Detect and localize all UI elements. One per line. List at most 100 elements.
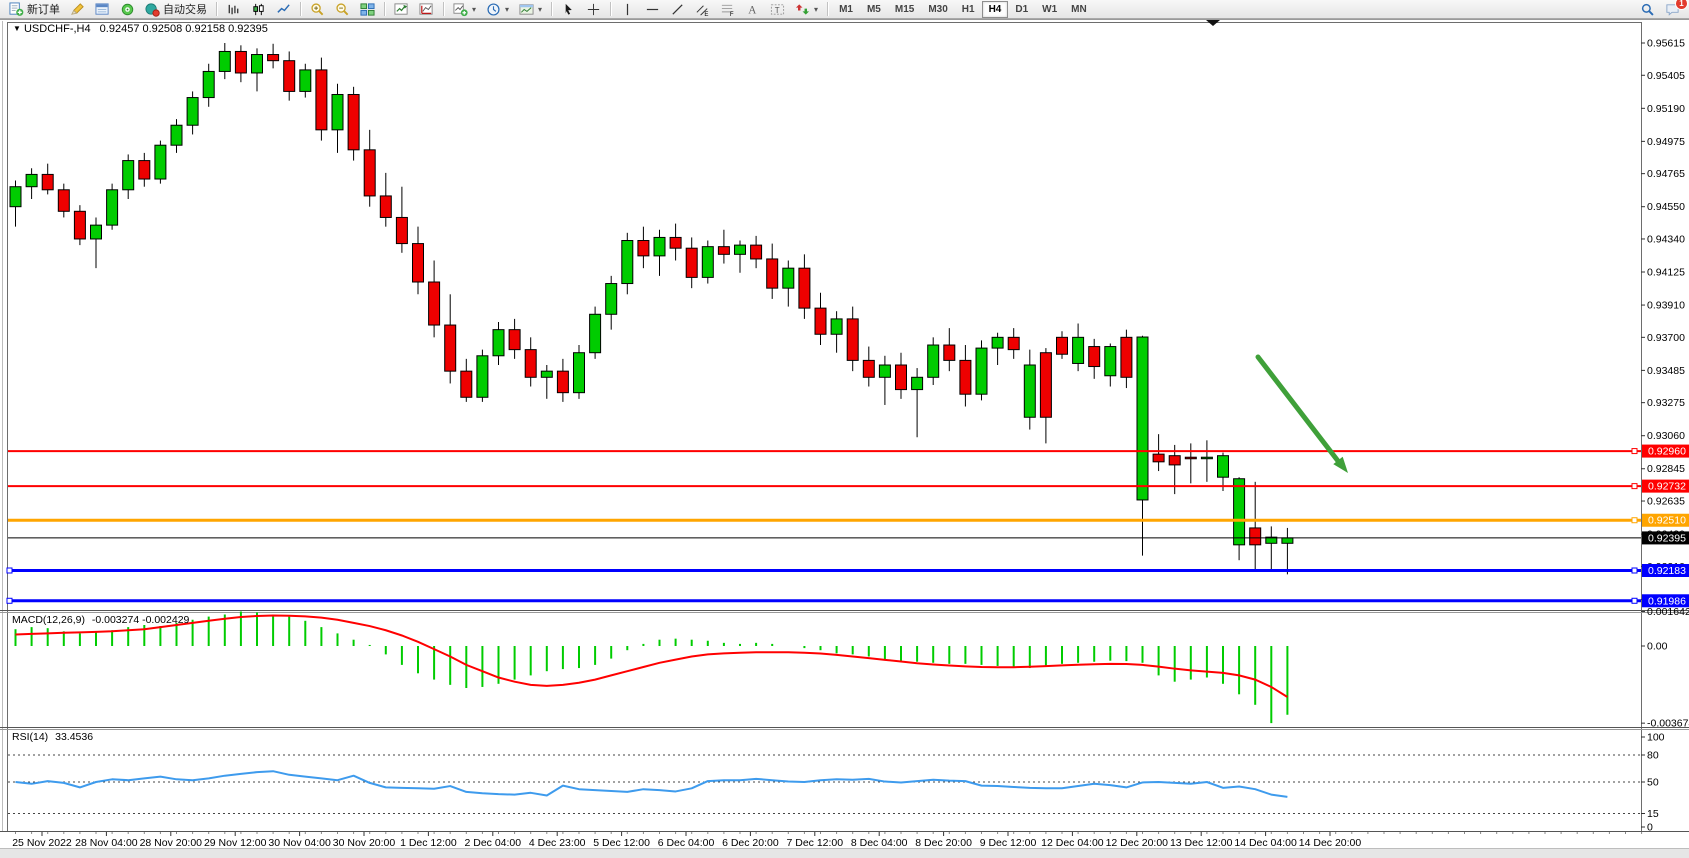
line-handle[interactable] — [6, 597, 13, 604]
candle — [57, 189, 70, 212]
candle — [605, 283, 618, 315]
price-tick-label: 0.95190 — [1647, 103, 1685, 115]
bar-chart-icon[interactable] — [221, 0, 246, 19]
cursor-icon[interactable] — [556, 0, 581, 19]
candle — [734, 244, 746, 255]
symbol-ohlc-line[interactable]: ▼ USDCHF-,H4 0.92457 0.92508 0.92158 0.9… — [13, 23, 268, 35]
svg-text:E: E — [704, 11, 708, 17]
zoom-in-icon[interactable] — [305, 0, 330, 19]
candle — [669, 236, 682, 249]
price-chart[interactable]: 0.95615 0.95405 0.95190 0.94975 0.94765 0.945… — [0, 19, 1689, 848]
timeframe-h4-button[interactable]: H4 — [981, 0, 1009, 18]
hline-icon — [646, 8, 659, 10]
price-line-label-text: 0.92395 — [1648, 532, 1686, 544]
candle — [379, 195, 392, 218]
chart-shift-marker-icon[interactable] — [1206, 20, 1220, 26]
text-icon[interactable]: A — [740, 0, 765, 19]
line-handle[interactable] — [6, 567, 13, 574]
symbol-dropdown-icon[interactable]: ▼ — [13, 24, 21, 33]
hline-icon[interactable] — [640, 0, 665, 19]
timeframe-d1-button[interactable]: D1 — [1015, 3, 1029, 15]
chevron-down-icon[interactable]: ▾ — [814, 4, 819, 14]
price-line-label[interactable] — [1642, 563, 1689, 577]
timeframe-w1-button[interactable]: W1 — [1042, 3, 1058, 15]
candle-chart-icon[interactable] — [246, 0, 271, 19]
time-tick-label: 1 Dec 12:00 — [400, 837, 457, 848]
price-line-label[interactable] — [1642, 531, 1689, 545]
time-tick-label: 25 Nov 2022 — [12, 837, 72, 848]
arrows-icon[interactable]: ▾ — [790, 0, 823, 19]
chevron-down-icon[interactable]: ▾ — [472, 4, 477, 14]
timeframe-mn-button[interactable]: MN — [1071, 3, 1087, 15]
fibonacci-icon[interactable]: F — [715, 0, 740, 19]
line-chart-icon[interactable] — [271, 0, 296, 19]
timeframe-m30-button[interactable]: M30 — [928, 3, 948, 15]
highlighter-icon[interactable] — [65, 0, 90, 19]
chevron-down-icon[interactable]: ▾ — [505, 4, 510, 14]
candle — [428, 281, 441, 326]
svg-text:T: T — [775, 5, 780, 14]
price-line-label[interactable] — [1642, 444, 1689, 458]
time-tick-label: 13 Dec 12:00 — [1170, 837, 1233, 848]
tile-windows-icon[interactable] — [355, 0, 380, 19]
arrows-icon — [795, 3, 810, 15]
price-tick-label: 0.93700 — [1647, 332, 1685, 344]
add-indicator-icon[interactable]: ▾ — [448, 0, 481, 19]
price-tick-label: 0.93275 — [1647, 397, 1685, 409]
rsi-axis-label: 0 — [1647, 822, 1653, 834]
new-order-icon — [9, 1, 24, 16]
line-handle[interactable] — [1631, 597, 1638, 604]
market-watch-icon[interactable] — [90, 0, 115, 19]
timeframe-m15-button[interactable]: M15 — [894, 3, 915, 15]
template-icon[interactable]: ▾ — [514, 0, 547, 19]
candle — [814, 307, 827, 335]
line-handle[interactable] — [1631, 483, 1638, 490]
time-tick-label: 6 Dec 04:00 — [658, 837, 715, 848]
chevron-down-icon[interactable]: ▾ — [538, 4, 543, 14]
timeframe-m5-button[interactable]: M5 — [866, 3, 881, 15]
trendline-icon[interactable] — [665, 0, 690, 19]
time-tick-label: 29 Nov 12:00 — [204, 837, 267, 848]
main-toolbar: 新订单 自动交易 ▾ ▾ ▾ E F A T ▾ M1 M5 M15 M30 H1 H4 D1 W1 MN 1 — [0, 0, 1689, 19]
vline-icon[interactable] — [615, 0, 640, 19]
notification-badge[interactable]: 1 — [1675, 0, 1688, 10]
rsi-value: 33.4536 — [55, 731, 94, 743]
candle — [444, 324, 457, 372]
trend-arrow[interactable] — [1255, 354, 1341, 464]
line-handle[interactable] — [1631, 567, 1638, 574]
candle — [363, 149, 376, 197]
price-line-label[interactable] — [1642, 513, 1689, 527]
price-tick-label: 0.93485 — [1647, 365, 1685, 377]
line-handle[interactable] — [1631, 517, 1638, 524]
candle — [41, 173, 54, 191]
objects-icon[interactable] — [414, 0, 439, 19]
search-icon[interactable] — [1635, 0, 1660, 19]
line-handle[interactable] — [1631, 448, 1638, 455]
signal-icon[interactable] — [115, 0, 140, 19]
chat-icon[interactable]: 1 — [1660, 0, 1688, 19]
toolbar-separator — [551, 2, 553, 16]
candle — [476, 355, 489, 398]
price-line-label[interactable] — [1642, 594, 1689, 608]
autotrading-button[interactable]: 自动交易 — [140, 0, 212, 19]
channel-icon[interactable]: E — [690, 0, 715, 19]
price-tick-label: 0.94125 — [1647, 267, 1685, 279]
label-icon: T — [770, 3, 785, 14]
timeframe-m1-button[interactable]: M1 — [839, 3, 853, 15]
price-tick-label: 0.92845 — [1647, 463, 1685, 475]
candle — [1072, 336, 1085, 364]
price-line-label[interactable] — [1642, 479, 1689, 493]
new-order-button[interactable]: 新订单 — [4, 0, 65, 19]
periods-icon[interactable]: ▾ — [481, 0, 514, 19]
signal-icon — [121, 3, 134, 15]
label-icon[interactable]: T — [765, 0, 790, 19]
crosshair-icon[interactable] — [581, 0, 606, 19]
macd-axis-label: 0.001642 — [1647, 606, 1689, 618]
timeframe-h1-button[interactable]: H1 — [961, 3, 975, 15]
rsi-axis-label: 100 — [1647, 732, 1665, 744]
indicators-icon[interactable] — [389, 0, 414, 19]
zoom-out-icon — [336, 2, 349, 15]
toolbar-separator — [610, 2, 612, 16]
zoom-out-icon[interactable] — [330, 0, 355, 19]
svg-text:A: A — [748, 4, 757, 16]
